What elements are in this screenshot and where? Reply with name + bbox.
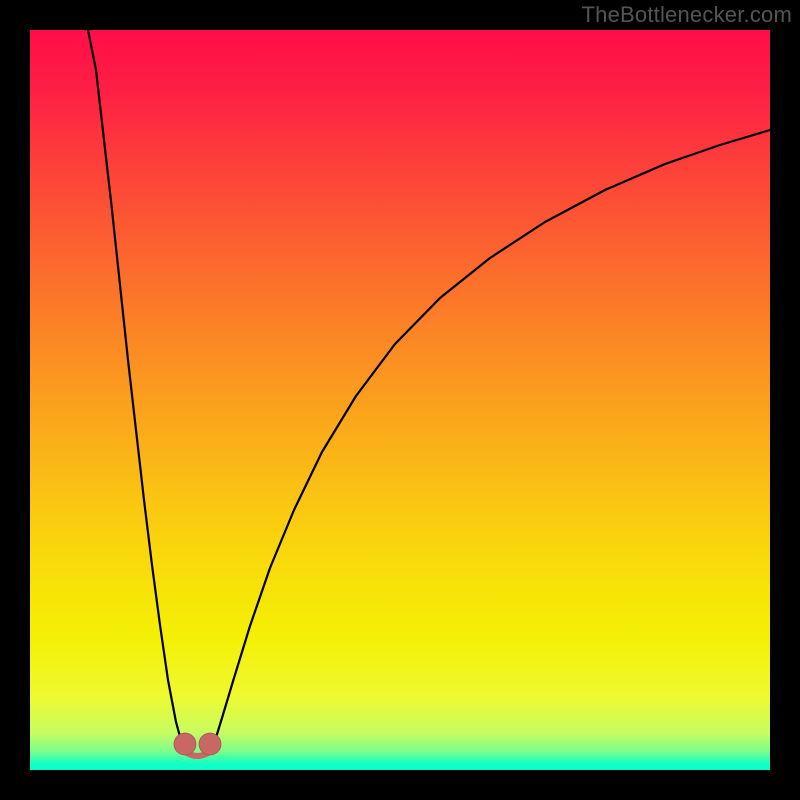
chart-stage: TheBottlenecker.com <box>0 0 800 800</box>
bottleneck-curve-chart <box>0 0 800 800</box>
marker-dot-1 <box>199 733 221 755</box>
watermark-label: TheBottlenecker.com <box>582 2 792 28</box>
marker-dot-0 <box>174 733 196 755</box>
